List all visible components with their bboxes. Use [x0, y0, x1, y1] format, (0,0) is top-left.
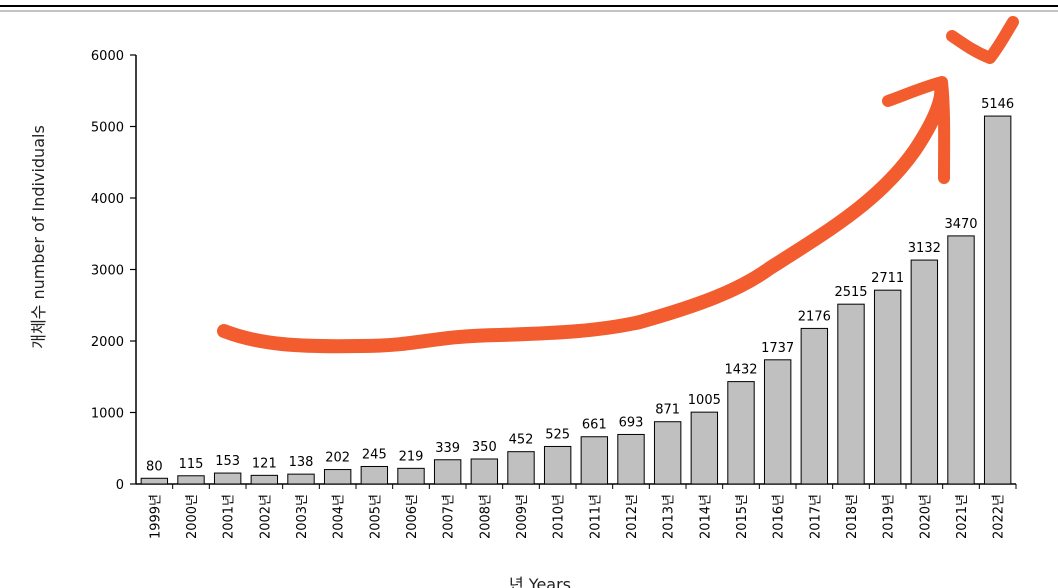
bar: [947, 235, 975, 485]
x-tick-label: 1999년: [148, 494, 163, 539]
x-tick-label: 2008년: [478, 494, 493, 539]
bar-value-label: 3470: [944, 217, 977, 232]
bar: [873, 289, 902, 485]
bar-value-label: 1737: [761, 341, 794, 356]
x-tick-label: 2013년: [662, 494, 677, 539]
y-tick-label: 6000: [91, 49, 124, 64]
bar-value-label: 80: [146, 459, 163, 474]
x-tick-label: 2021년: [955, 494, 970, 539]
x-axis-title: 년 Years: [509, 575, 571, 588]
bar: [397, 467, 425, 485]
y-axis-title: 개체수 number of Individuals: [29, 125, 48, 349]
bar: [360, 465, 389, 485]
x-tick-label: 2000년: [185, 494, 200, 539]
x-tick-label: 2017년: [808, 494, 823, 539]
bar-value-label: 2515: [834, 285, 867, 300]
bar-value-label: 1432: [724, 363, 757, 378]
bar-value-label: 2176: [798, 309, 831, 324]
bar: [287, 473, 315, 485]
x-tick-label: 2010년: [552, 494, 567, 539]
bar: [507, 451, 535, 485]
bar: [433, 459, 462, 485]
bar: [323, 469, 352, 485]
x-tick-label: 2006년: [405, 494, 420, 539]
bar: [653, 421, 682, 485]
y-axis-ticks: 0 1000 2000 3000 4000 5000 6000: [91, 49, 136, 493]
bar: [213, 472, 242, 485]
bar: [910, 259, 939, 485]
bar-value-label: 138: [289, 455, 314, 470]
x-tick-label: 2001년: [222, 494, 237, 539]
bar-value-label: 2711: [871, 271, 904, 286]
bar-value-label: 245: [362, 447, 387, 462]
bar: [690, 411, 719, 485]
x-tick-label: 2020년: [918, 494, 933, 539]
bar-value-label: 525: [545, 427, 570, 442]
x-tick-label: 2014년: [698, 494, 713, 539]
bar: [983, 115, 1012, 485]
bar: [617, 433, 645, 485]
x-tick-label: 2007년: [442, 494, 457, 539]
y-tick-label: 0: [116, 478, 124, 493]
x-tick-label: 2015년: [735, 494, 750, 539]
bar: [727, 381, 755, 485]
check-mark-annotation: [946, 16, 1019, 64]
bar: [470, 458, 499, 485]
y-tick-label: 1000: [91, 407, 124, 422]
x-tick-label: 2009년: [515, 494, 530, 539]
bar-value-label: 3132: [908, 241, 941, 256]
x-tick-label: 2002년: [258, 494, 273, 539]
bar-value-label: 661: [582, 418, 607, 433]
bar-value-label: 115: [179, 457, 204, 472]
bar-value-label: 693: [619, 415, 644, 430]
bar-value-label: 871: [655, 403, 680, 418]
y-tick-label: 3000: [91, 264, 124, 279]
y-tick-label: 4000: [91, 192, 124, 207]
x-axis-ticks: 1999년 2000년 2001년 2002년 2003년 2004년 2005년 2006년…: [148, 484, 1017, 539]
bar-value-label: 350: [472, 440, 497, 455]
bar-value-label: 452: [509, 433, 534, 448]
bar: [140, 477, 169, 485]
bar: [543, 445, 572, 485]
bar: [580, 436, 609, 485]
bar-value-label: 1005: [688, 393, 721, 408]
bar-value-label: 339: [435, 441, 460, 456]
y-tick-label: 5000: [91, 121, 124, 136]
trend-arrow-annotation: [217, 78, 949, 354]
bar-value-label: 121: [252, 456, 277, 471]
bars-group: 80 115 153 121 138 202 245 219 339 350 452 525 661 69…: [140, 97, 1014, 485]
bar: [837, 303, 865, 485]
x-tick-label: 2005년: [368, 494, 383, 539]
x-tick-label: 2018년: [845, 494, 860, 539]
bar: [250, 474, 279, 485]
x-tick-label: 2012년: [625, 494, 640, 539]
x-tick-label: 2016년: [772, 494, 787, 539]
arrow-head-annotation: [882, 76, 951, 184]
bar: [800, 327, 829, 485]
x-tick-label: 2019년: [882, 494, 897, 539]
bar-value-label: 219: [399, 449, 424, 464]
bar: [177, 475, 205, 485]
bar-value-label: 153: [215, 454, 240, 469]
bar-value-label: 5146: [981, 97, 1014, 112]
x-tick-label: 2022년: [992, 494, 1007, 539]
y-tick-label: 2000: [91, 335, 124, 350]
x-tick-label: 2003년: [295, 494, 310, 539]
x-tick-label: 2004년: [332, 494, 347, 539]
x-tick-label: 2011년: [588, 494, 603, 539]
bar-value-label: 202: [325, 451, 350, 466]
bar: [763, 359, 792, 485]
